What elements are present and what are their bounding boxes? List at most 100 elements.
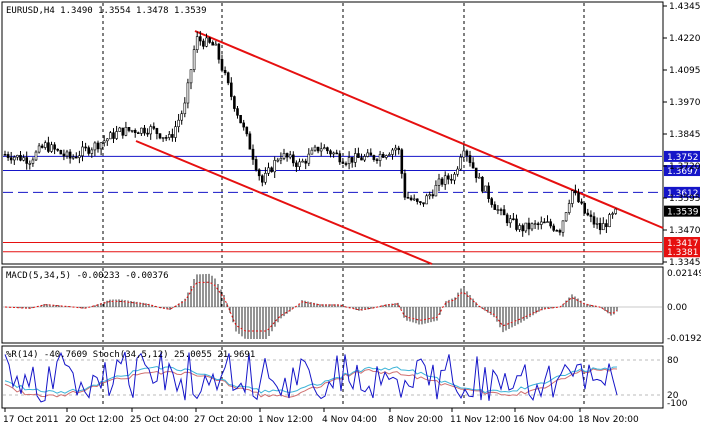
candle-body — [264, 172, 267, 183]
candle-body — [409, 197, 413, 200]
candle-body — [440, 178, 444, 185]
candle-body — [338, 153, 342, 163]
candle-body — [59, 150, 63, 155]
candle-body — [183, 102, 187, 115]
candle-body — [428, 194, 432, 197]
time-tick-label: 1 Nov 12:00 — [258, 415, 313, 425]
candle-body — [251, 148, 255, 160]
candle-body — [81, 146, 84, 157]
candle-body — [499, 209, 503, 211]
candle-body — [487, 185, 490, 199]
candle-body — [443, 175, 447, 185]
candle-body — [490, 198, 494, 205]
candle-body — [375, 159, 379, 161]
candle-body — [347, 157, 351, 164]
time-tick-label: 27 Oct 20:00 — [194, 415, 253, 425]
oscillator-pane-frame — [1, 345, 664, 409]
candle-body — [360, 157, 363, 161]
candle-body — [121, 127, 125, 136]
candle-body — [152, 126, 156, 129]
macd-title: MACD(5,34,5) -0.00233 -0.00376 — [6, 271, 169, 281]
candle-body — [130, 129, 134, 132]
candle-body — [378, 154, 382, 161]
candle-body — [161, 137, 165, 139]
price-level-tag — [664, 246, 700, 258]
candle-body — [580, 201, 583, 204]
candle-body — [118, 127, 121, 132]
stoch-signal-line — [4, 368, 618, 398]
candle-body — [567, 203, 571, 213]
candle-body — [13, 156, 16, 161]
time-tick-label: 11 Nov 12:00 — [450, 415, 511, 425]
candle-body — [319, 148, 323, 152]
candle-body — [50, 144, 53, 152]
candle-body — [205, 37, 208, 47]
candle-body — [431, 194, 435, 197]
candle-body — [28, 163, 32, 165]
candle-body — [186, 82, 190, 104]
candle-body — [267, 167, 270, 174]
candle-body — [406, 196, 410, 199]
candle-body — [363, 156, 366, 161]
candle-body — [276, 159, 280, 162]
candle-body — [344, 163, 348, 165]
candle-body — [468, 155, 472, 163]
price-level-label: 1.3752 — [667, 153, 699, 163]
price-level-label: 1.3417 — [667, 239, 699, 249]
candle-body — [608, 214, 611, 228]
candle-body — [285, 153, 289, 158]
candle-body — [539, 221, 543, 225]
candle-body — [313, 146, 317, 151]
oscillator-indicator — [3, 351, 662, 403]
candle-body — [226, 72, 230, 84]
price-level-label: 1.3697 — [667, 167, 699, 177]
candle-body — [481, 176, 484, 192]
candle-body — [248, 133, 252, 150]
candle-body — [164, 137, 168, 139]
candle-body — [546, 221, 549, 223]
candle-body — [577, 192, 580, 203]
candle-body — [71, 156, 75, 159]
upper-channel-line[interactable] — [194, 30, 664, 229]
candle-body — [512, 218, 515, 221]
candle-body — [595, 223, 599, 225]
candle-body — [372, 155, 376, 160]
candle-body — [168, 134, 171, 138]
candle-body — [592, 216, 596, 225]
candle-body — [223, 70, 227, 74]
macd-tick-label: 0.02149 — [667, 269, 701, 279]
candle-body — [301, 160, 304, 163]
candle-body — [422, 202, 425, 205]
time-tick-label: 25 Oct 04:00 — [130, 415, 189, 425]
candle-body — [239, 114, 242, 124]
candlesticks — [3, 30, 618, 237]
candle-body — [524, 222, 528, 232]
price-tick-label: 1.3595 — [669, 194, 701, 204]
candle-body — [16, 154, 19, 158]
candle-body — [456, 168, 459, 175]
candle-body — [115, 131, 118, 139]
candle-body — [62, 153, 66, 157]
candle-body — [47, 142, 50, 152]
price-tick-label: 1.3470 — [669, 226, 701, 236]
channel-trendlines[interactable] — [135, 30, 664, 265]
candle-body — [558, 230, 562, 233]
candle-body — [394, 147, 397, 151]
candle-body — [217, 43, 221, 60]
candle-body — [211, 42, 214, 46]
candle-body — [43, 142, 47, 148]
candle-body — [202, 40, 205, 47]
main-pane-frame — [1, 1, 664, 265]
candle-body — [260, 175, 264, 183]
candle-body — [570, 190, 574, 204]
candle-body — [403, 173, 407, 198]
candle-body — [589, 214, 593, 217]
candle-body — [552, 225, 556, 231]
candle-body — [304, 160, 308, 164]
candle-body — [230, 82, 233, 97]
candle-body — [3, 154, 7, 156]
candle-body — [446, 175, 450, 180]
candle-body — [37, 145, 41, 153]
lower-channel-line[interactable] — [135, 140, 433, 265]
